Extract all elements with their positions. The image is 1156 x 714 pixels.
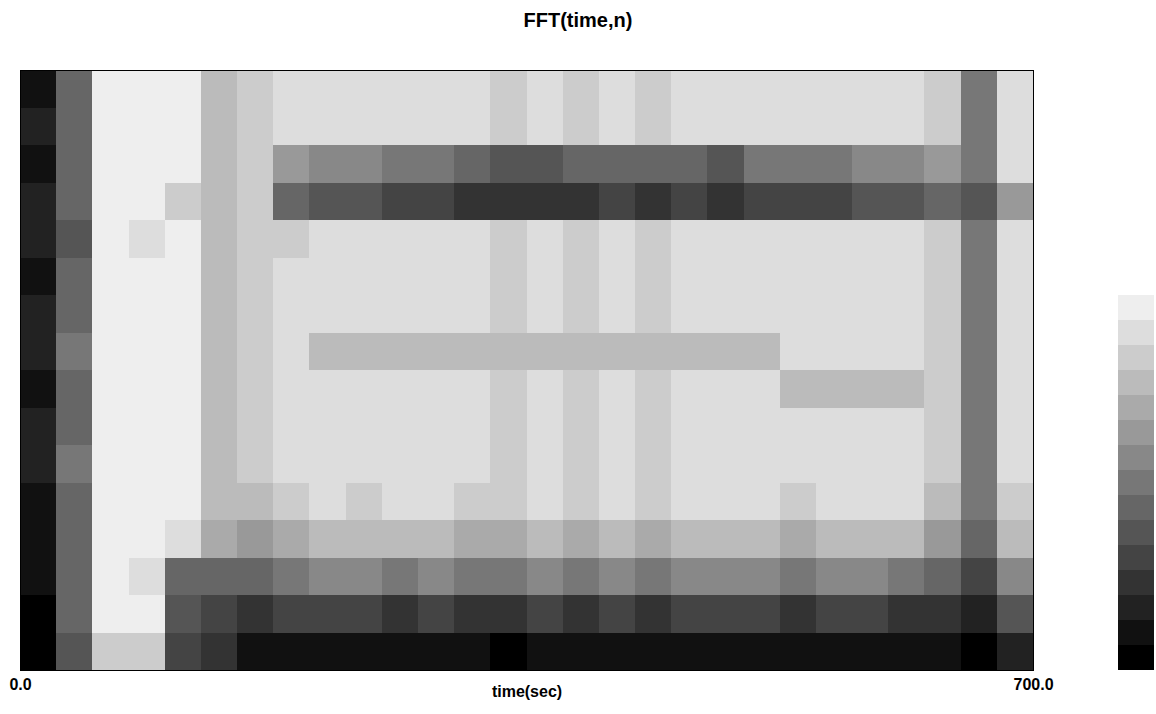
svg-text:time(sec): time(sec) (492, 683, 562, 700)
svg-text:700.0: 700.0 (1013, 676, 1053, 693)
html-text:FFT(time,n): FFT(time,n) (523, 9, 633, 31)
svg-text:0.0: 0.0 (9, 676, 31, 693)
